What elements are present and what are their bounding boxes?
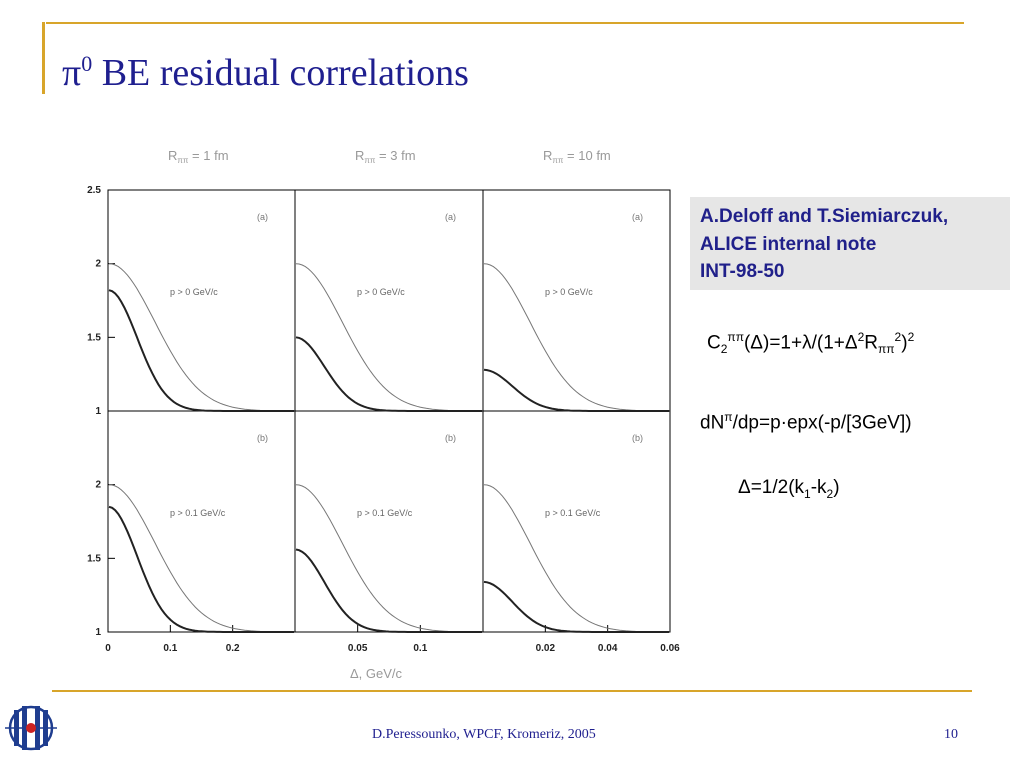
pt-cut-label: p > 0.1 GeV/c [170,508,226,518]
column-title: Rππ = 10 fm [543,148,611,165]
curve-lower [108,505,294,633]
curve-lower [295,548,482,633]
footer-text: D.Peressounko, WPCF, Kromeriz, 2005 [372,727,596,742]
x-tick-label: 0.05 [348,643,368,654]
curve-lower [295,336,482,412]
curve-upper [483,484,670,633]
y-tick-label: 2 [95,259,101,270]
column-title: Rππ = 1 fm [168,148,229,165]
curve-upper [295,484,483,633]
pt-cut-label: p > 0 GeV/c [545,287,593,297]
x-tick-label: 0.2 [226,643,240,654]
reference-note: ALICE internal note [700,234,877,255]
formula-correlation: C2ππ(Δ)=1+λ/(1+Δ2Rππ2)2 [707,330,915,357]
slide-title: π0 BE residual correlations [62,40,469,97]
panel-label: (b) [257,433,268,443]
institute-logo-icon [5,705,57,751]
x-tick-label: 0.1 [163,643,177,654]
y-tick-label: 1.5 [87,332,101,343]
x-tick-label: 0.04 [598,643,618,654]
y-tick-label: 2 [95,480,101,491]
curve-upper [295,263,483,412]
title-superscript: 0 [81,51,93,76]
pt-cut-label: p > 0 GeV/c [170,287,218,297]
curve-lower [108,289,294,412]
x-tick-label: 0.1 [413,643,427,654]
panel-label: (a) [445,212,456,222]
top-rule [46,22,964,24]
panel-label: (b) [632,433,643,443]
y-tick-label: 1.5 [87,553,101,564]
panel-label: (b) [445,433,456,443]
curve-lower [483,580,669,633]
curve-lower [483,368,669,412]
curve-upper [108,484,295,633]
page-number: 10 [944,727,958,742]
x-tick-label: 0.02 [536,643,556,654]
correlation-figure: Rππ = 1 fm Rππ = 3 fm Rππ = 10 fm 1 1.5 2 2.5 1… [87,148,680,681]
x-axis-label: Δ, GeV/c [350,666,403,681]
reference-box: A.Deloff and T.Siemiarczuk, ALICE intern… [690,197,1010,290]
panel-label: (a) [632,212,643,222]
pt-cut-label: p > 0.1 GeV/c [357,508,413,518]
column-title: Rππ = 3 fm [355,148,416,165]
panel-label: (a) [257,212,268,222]
y-tick-label: 1 [95,406,101,417]
title-pi: π [62,52,82,94]
y-tick-label: 1 [95,627,101,638]
pt-cut-label: p > 0.1 GeV/c [545,508,601,518]
formula-spectrum: dNπ/dp=p·epx(-p/[3GeV]) [700,410,912,434]
formula-delta: Δ=1/2(k1-k2) [738,477,840,501]
x-tick-label: 0.06 [660,643,680,654]
reference-number: INT-98-50 [700,261,785,282]
pt-cut-label: p > 0 GeV/c [357,287,405,297]
bottom-rule [52,690,972,692]
reference-authors: A.Deloff and T.Siemiarczuk, [700,206,949,227]
title-accent-bar [42,22,45,94]
x-tick-label: 0 [105,643,111,654]
y-tick-label: 2.5 [87,185,101,196]
title-text: BE residual correlations [92,52,469,94]
curve-upper [483,263,670,412]
